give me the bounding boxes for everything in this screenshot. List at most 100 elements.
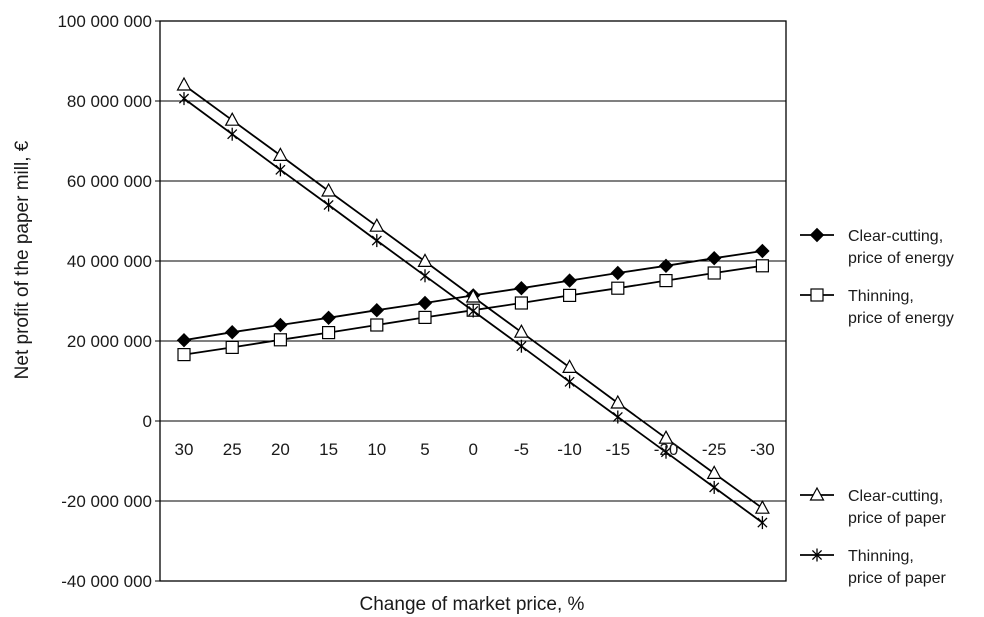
y-tick-label: -20 000 000 bbox=[61, 492, 152, 511]
marker-stroke bbox=[275, 164, 286, 175]
data-point bbox=[707, 266, 721, 280]
data-point bbox=[224, 111, 240, 126]
marker-stroke bbox=[660, 447, 672, 458]
data-point bbox=[273, 317, 288, 333]
legend-entry: Clear-cutting, price of energy bbox=[800, 227, 954, 267]
legend-label: Thinning, bbox=[848, 288, 914, 305]
x-tick-label: -5 bbox=[514, 440, 529, 459]
data-point bbox=[272, 147, 288, 161]
data-point bbox=[322, 326, 336, 340]
legend-label: price of energy bbox=[848, 250, 954, 267]
y-tick-label: -40 000 000 bbox=[61, 572, 152, 591]
data-point bbox=[227, 127, 238, 141]
marker-stroke bbox=[811, 549, 823, 561]
series-2 bbox=[177, 259, 770, 362]
axes bbox=[155, 20, 787, 582]
y-tick-labels: 100 000 000 80 000 000 60 000 000 40 000 00… bbox=[57, 12, 152, 591]
y-axis-title: Net profit of the paper mill, € bbox=[12, 140, 33, 379]
data-point bbox=[755, 259, 770, 273]
x-tick-label: 15 bbox=[319, 440, 338, 459]
legend-label: price of paper bbox=[848, 510, 947, 527]
data-point bbox=[369, 217, 385, 232]
data-point bbox=[417, 253, 433, 267]
x-tick-label: 30 bbox=[175, 440, 194, 459]
data-point bbox=[419, 269, 431, 283]
legend: Clear-cutting, price of energy Thinning, pr… bbox=[800, 227, 954, 587]
data-point bbox=[417, 295, 433, 311]
data-point bbox=[273, 333, 287, 347]
legend-marker bbox=[811, 548, 823, 562]
y-tick-label: 0 bbox=[143, 412, 152, 431]
series-1 bbox=[176, 243, 770, 348]
data-point bbox=[369, 302, 385, 318]
x-tick-label: 10 bbox=[367, 440, 386, 459]
legend-label: Clear-cutting, bbox=[848, 228, 943, 245]
legend-marker bbox=[809, 486, 825, 501]
data-point bbox=[178, 92, 190, 106]
data-point bbox=[465, 288, 481, 303]
legend-marker bbox=[809, 227, 825, 243]
data-point bbox=[564, 375, 575, 389]
data-point bbox=[513, 323, 529, 338]
data-point bbox=[562, 288, 577, 302]
legend-entry: Thinning, price of energy bbox=[800, 288, 954, 327]
data-point bbox=[177, 348, 191, 362]
data-point bbox=[706, 250, 722, 266]
x-tick-label: -25 bbox=[702, 440, 727, 459]
marker-stroke bbox=[419, 270, 431, 281]
data-point bbox=[612, 410, 623, 424]
marker-stroke bbox=[757, 517, 768, 528]
data-point bbox=[321, 182, 337, 197]
legend-label: Clear-cutting, bbox=[848, 488, 943, 505]
x-tick-label: 20 bbox=[271, 440, 290, 459]
x-tick-label: 25 bbox=[223, 440, 242, 459]
data-point bbox=[754, 499, 770, 514]
data-point bbox=[516, 339, 527, 353]
x-tick-label: -20 bbox=[654, 440, 679, 459]
data-point bbox=[658, 258, 674, 274]
data-point bbox=[514, 296, 529, 310]
legend-label: price of paper bbox=[848, 570, 947, 587]
y-tick-label: 100 000 000 bbox=[57, 12, 152, 31]
plot-frame bbox=[159, 20, 787, 582]
marker-stroke bbox=[178, 93, 190, 104]
marker-stroke bbox=[516, 341, 527, 352]
data-point bbox=[176, 332, 192, 348]
marker-stroke bbox=[371, 235, 382, 246]
x-tick-label: -30 bbox=[750, 440, 775, 459]
data-point bbox=[225, 340, 239, 354]
data-point bbox=[323, 198, 334, 212]
data-point bbox=[757, 516, 768, 530]
marker-stroke bbox=[323, 199, 334, 211]
x-tick-label: 5 bbox=[420, 440, 429, 459]
series-lines bbox=[176, 76, 770, 530]
marker-stroke bbox=[227, 129, 238, 140]
data-point bbox=[224, 324, 240, 340]
legend-entry: Clear-cutting, price of paper bbox=[800, 486, 947, 527]
data-point bbox=[562, 273, 577, 288]
data-point bbox=[275, 163, 286, 177]
series-3 bbox=[176, 76, 770, 514]
data-point bbox=[709, 480, 720, 494]
data-point bbox=[755, 243, 770, 259]
data-point bbox=[176, 76, 192, 91]
marker-stroke bbox=[564, 376, 575, 387]
data-point bbox=[468, 304, 479, 318]
y-tick-label: 80 000 000 bbox=[67, 92, 152, 111]
data-point bbox=[610, 265, 626, 281]
gridlines bbox=[160, 20, 786, 502]
legend-entry: Thinning, price of paper bbox=[800, 548, 947, 587]
data-point bbox=[660, 445, 672, 459]
data-point bbox=[706, 465, 722, 479]
marker-stroke bbox=[612, 411, 623, 423]
x-tick-labels: 30 25 20 15 10 5 0 -5 -10 -15 -20 -25 -30 bbox=[175, 440, 775, 459]
data-point bbox=[418, 310, 432, 324]
data-point bbox=[610, 394, 626, 409]
data-point bbox=[370, 318, 384, 332]
data-point bbox=[514, 280, 529, 296]
legend-label: price of energy bbox=[848, 310, 954, 327]
x-tick-label: -10 bbox=[557, 440, 582, 459]
marker-stroke bbox=[468, 305, 479, 317]
legend-label: Thinning, bbox=[848, 548, 914, 565]
